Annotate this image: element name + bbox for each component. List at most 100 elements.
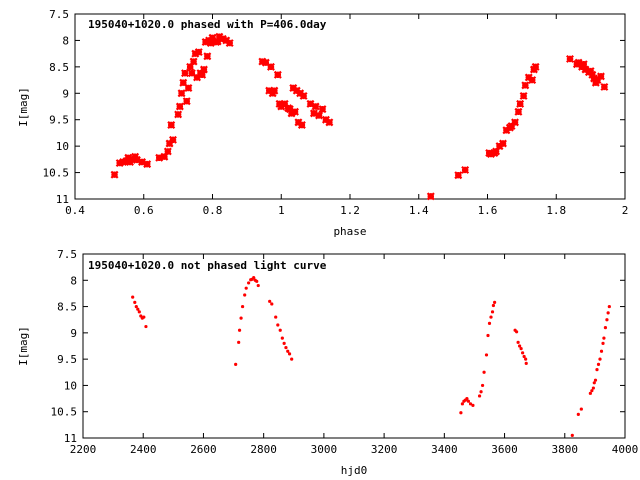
unphased-data-point (479, 390, 483, 394)
unphased-data-point (282, 341, 286, 345)
phased-y-tick-label: 9 (62, 87, 69, 100)
unphased-data-point (493, 300, 497, 304)
unphased-data-point (602, 336, 606, 340)
unphased-data-point (134, 304, 138, 309)
phased-data-point (309, 109, 318, 118)
unphased-data-point (596, 362, 601, 366)
unphased-data-point (480, 383, 485, 388)
unphased-data-point (521, 351, 525, 355)
phased-data-point (574, 58, 583, 67)
unphased-data-point (243, 293, 247, 297)
unphased-x-tick-label: 2600 (190, 443, 217, 456)
unphased-data-point (460, 402, 464, 406)
unphased-data-points (131, 276, 611, 437)
phased-data-point (600, 82, 609, 91)
unphased-x-tick-label: 3200 (371, 443, 398, 456)
phased-plot-frame (74, 13, 626, 200)
unphased-data-point (247, 281, 251, 285)
unphased-data-point (131, 295, 135, 299)
unphased-data-point (524, 361, 528, 365)
unphased-data-point (286, 349, 290, 353)
unphased-data-point (524, 357, 528, 361)
phased-data-point (167, 121, 176, 129)
phased-data-point (461, 165, 470, 174)
unphased-chart-title: 195040+1020.0 not phased light curve (88, 259, 327, 272)
phased-data-point (160, 152, 169, 161)
phased-data-point (521, 81, 530, 90)
unphased-data-point (240, 304, 245, 309)
phased-data-point (287, 109, 296, 118)
unphased-x-tick-label: 2800 (250, 443, 277, 456)
phased-data-point (299, 91, 308, 100)
phased-data-point (586, 67, 595, 76)
phased-x-tick-label: 1.4 (409, 204, 429, 217)
unphased-data-point (599, 349, 604, 353)
unphased-data-point (519, 347, 523, 351)
phased-data-point (194, 48, 203, 57)
phased-x-tick-label: 1.6 (478, 204, 498, 217)
phased-data-point (181, 69, 189, 78)
unphased-data-point (607, 304, 611, 309)
unphased-data-point (237, 340, 241, 344)
unphased-data-point (465, 396, 469, 401)
phased-data-point (588, 70, 597, 79)
phased-data-point (315, 111, 324, 120)
unphased-data-point (601, 341, 605, 345)
unphased-data-point (468, 402, 473, 406)
unphased-light-curve-panel: 2200 2400 2600 2800 3000 3200 3400 3600 3800 4000… (17, 248, 638, 477)
unphased-y-tick-label: 10 (64, 379, 77, 392)
unphased-data-point (280, 336, 284, 340)
phased-data-point (191, 49, 200, 58)
unphased-data-point (579, 407, 583, 411)
phased-data-point (165, 139, 174, 148)
phased-data-point (203, 52, 212, 61)
unphased-data-point (276, 323, 280, 327)
phased-data-point (325, 118, 334, 127)
unphased-data-point (588, 391, 592, 395)
phased-light-curve-panel: 0.4 0.6 0.8 1 1.2 1.4 1.6 1.8 2 7.5 8 8.5 9 9.5 10 10.5… (17, 8, 628, 238)
phased-data-point (273, 70, 282, 79)
phased-y-tick-label: 8.5 (49, 61, 69, 74)
phased-data-point (285, 105, 294, 114)
unphased-data-point (290, 357, 294, 361)
phased-data-points (110, 32, 609, 201)
unphased-data-point (252, 276, 256, 280)
unphased-data-point (487, 321, 492, 325)
phased-data-point (182, 97, 191, 106)
phased-data-point (201, 38, 210, 46)
unphased-data-point (471, 403, 475, 408)
phased-data-point (311, 102, 320, 111)
unphased-data-point (234, 362, 238, 366)
phased-data-point (189, 57, 198, 66)
unphased-data-point (482, 370, 486, 374)
phased-data-point (110, 170, 119, 179)
phased-data-point (519, 91, 528, 100)
unphased-y-tick-label: 7.5 (57, 248, 77, 261)
unphased-data-point (133, 300, 137, 304)
unphased-data-point (515, 330, 519, 334)
unphased-x-tick-label: 3400 (431, 443, 458, 456)
unphased-y-tick-label: 11 (64, 432, 77, 445)
phased-data-point (258, 57, 267, 66)
unphased-data-point (244, 286, 248, 290)
unphased-data-point (605, 318, 609, 322)
phased-y-tick-label: 10 (56, 140, 69, 153)
phased-y-tick-label: 10.5 (43, 167, 70, 180)
phased-x-tick-label: 0.6 (134, 204, 154, 217)
unphased-x-tick-label: 3600 (491, 443, 518, 456)
phased-data-point (184, 84, 193, 92)
unphased-data-point (598, 357, 602, 361)
unphased-data-point (595, 368, 599, 372)
unphased-data-point (484, 353, 489, 357)
phased-y-axis-label: I[mag] (17, 87, 30, 127)
phased-data-point (280, 99, 289, 108)
unphased-data-point (459, 411, 463, 415)
phased-data-point (516, 99, 525, 108)
phased-data-point (155, 153, 164, 162)
phased-data-point (297, 121, 306, 129)
phased-x-tick-label: 1 (278, 204, 285, 217)
unphased-data-point (278, 328, 282, 332)
unphased-data-point (268, 299, 272, 303)
unphased-y-tick-label: 9 (70, 327, 77, 340)
phased-data-point (199, 65, 208, 74)
